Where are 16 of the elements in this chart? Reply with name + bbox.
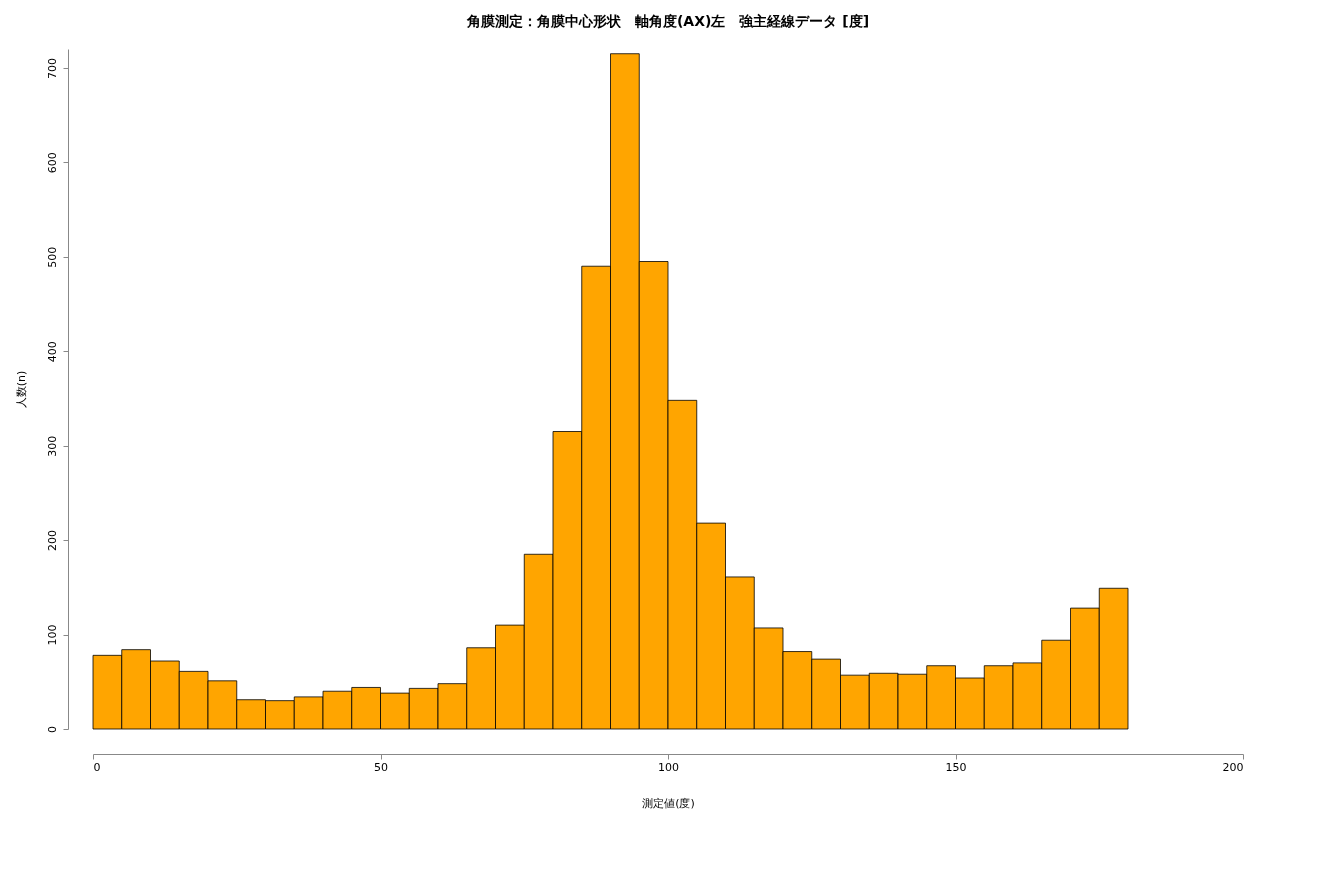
y-tick-label: 500 [45,246,59,268]
x-tick-label: 0 [93,760,101,774]
x-tick-label: 200 [1222,760,1244,774]
y-tick-label: 100 [45,624,59,646]
y-tick-label: 0 [45,726,59,733]
y-tick-label: 200 [45,530,59,552]
y-tick-label: 700 [45,57,59,79]
x-tick-label: 150 [945,760,967,774]
x-tick-label: 100 [658,760,679,774]
y-axis-title: 人数(n) [14,370,28,409]
y-tick-label: 600 [45,152,59,174]
y-tick-label: 300 [45,435,59,457]
x-tick-label: 50 [374,760,388,774]
chart-title: 角膜測定：角膜中心形状 軸角度(AX)左 強主経線データ [度] [465,13,870,29]
x-axis-title: 測定値(度) [642,796,695,810]
y-tick-label: 400 [45,341,59,363]
